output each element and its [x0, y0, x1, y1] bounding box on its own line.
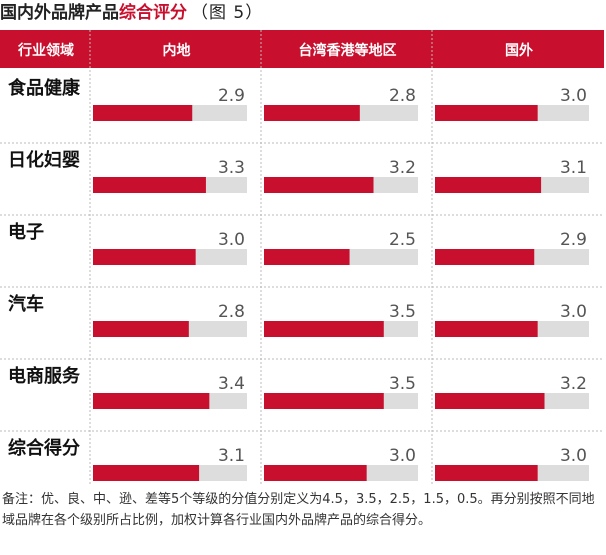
bar: [93, 393, 210, 409]
value-label: 3.0: [218, 230, 245, 250]
bar: [264, 105, 360, 121]
bar: [264, 249, 350, 265]
value-label: 2.9: [218, 86, 245, 106]
category-label: 综合得分: [8, 437, 80, 459]
series-header-2: 台湾香港等地区: [299, 42, 397, 59]
bar: [435, 465, 538, 481]
bar: [93, 465, 200, 481]
bar: [435, 321, 538, 337]
bar: [93, 177, 206, 193]
bar: [435, 105, 538, 121]
value-label: 2.9: [560, 230, 587, 250]
value-label: 3.1: [560, 158, 587, 178]
bar: [264, 465, 367, 481]
category-label: 电子: [8, 221, 44, 243]
value-label: 3.0: [560, 302, 587, 322]
value-label: 3.2: [560, 374, 587, 394]
bar: [264, 321, 384, 337]
bar: [93, 249, 196, 265]
bar: [435, 249, 535, 265]
value-label: 3.0: [389, 446, 416, 466]
series-header-3: 国外: [505, 42, 533, 59]
bar: [435, 393, 545, 409]
chart-title: 国内外品牌产品综合评分 （图 5）: [0, 0, 263, 27]
bar: [93, 105, 193, 121]
row-header-label: 行业领域: [17, 42, 74, 59]
value-label: 3.1: [218, 446, 245, 466]
bar: [264, 393, 384, 409]
value-label: 3.2: [389, 158, 416, 178]
header-band: [0, 30, 604, 68]
title-prefix: 国内外品牌产品: [0, 3, 119, 23]
figure-number: （图 5）: [191, 3, 264, 23]
bar: [93, 321, 189, 337]
bar: [264, 177, 374, 193]
value-label: 2.8: [218, 302, 245, 322]
value-label: 3.3: [218, 158, 245, 178]
category-label: 日化妇婴: [8, 149, 80, 171]
value-label: 3.0: [560, 86, 587, 106]
value-label: 3.0: [560, 446, 587, 466]
value-label: 3.4: [218, 374, 245, 394]
value-label: 3.5: [389, 302, 416, 322]
chart-note: 备注：优、良、中、逊、差等5个等级的分值分别定义为4.5，3.5，2.5，1.5…: [2, 492, 595, 528]
category-label: 食品健康: [7, 77, 81, 99]
category-label: 汽车: [8, 293, 44, 315]
value-label: 2.5: [389, 230, 416, 250]
series-header-1: 内地: [163, 42, 191, 59]
value-label: 2.8: [389, 86, 416, 106]
value-label: 3.5: [389, 374, 416, 394]
category-label: 电商服务: [8, 365, 81, 387]
title-accent: 综合评分: [119, 3, 187, 23]
bar: [435, 177, 542, 193]
